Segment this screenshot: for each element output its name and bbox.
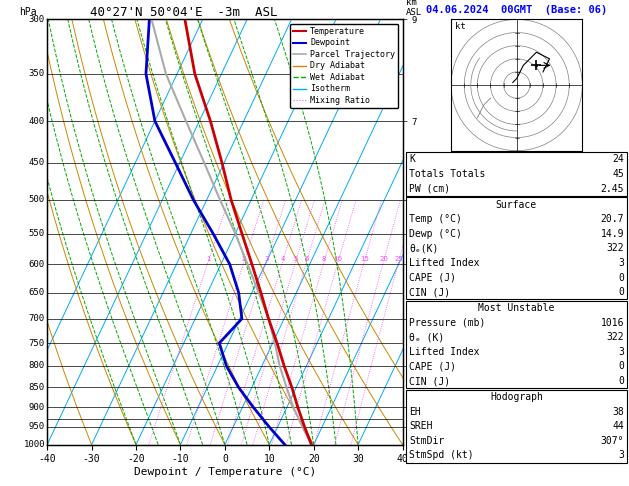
Text: 750: 750 — [29, 339, 45, 347]
Text: km
ASL: km ASL — [406, 0, 422, 17]
Text: StmDir: StmDir — [409, 436, 445, 446]
Text: Pressure (mb): Pressure (mb) — [409, 318, 486, 328]
Text: 24: 24 — [612, 155, 624, 164]
Text: 322: 322 — [606, 332, 624, 342]
Text: Surface: Surface — [496, 200, 537, 209]
Text: PW (cm): PW (cm) — [409, 184, 450, 193]
Text: 2.45: 2.45 — [601, 184, 624, 193]
Text: 400: 400 — [29, 117, 45, 125]
Text: 40°27'N 50°04'E  -3m  ASL: 40°27'N 50°04'E -3m ASL — [90, 6, 277, 19]
Text: 6: 6 — [304, 256, 309, 261]
Text: θₑ (K): θₑ (K) — [409, 332, 445, 342]
Text: 322: 322 — [606, 243, 624, 253]
Text: 15: 15 — [360, 256, 369, 261]
Legend: Temperature, Dewpoint, Parcel Trajectory, Dry Adiabat, Wet Adiabat, Isotherm, Mi: Temperature, Dewpoint, Parcel Trajectory… — [290, 24, 398, 108]
Text: CAPE (J): CAPE (J) — [409, 362, 457, 371]
Text: © weatheronline.co.uk: © weatheronline.co.uk — [460, 445, 574, 454]
Text: 500: 500 — [29, 195, 45, 205]
X-axis label: Dewpoint / Temperature (°C): Dewpoint / Temperature (°C) — [134, 467, 316, 477]
Text: 0: 0 — [618, 287, 624, 297]
Text: 3: 3 — [264, 256, 269, 261]
Text: 4: 4 — [281, 256, 285, 261]
Text: K: K — [409, 155, 415, 164]
Text: 0: 0 — [618, 362, 624, 371]
Text: Lifted Index: Lifted Index — [409, 258, 480, 268]
Text: CIN (J): CIN (J) — [409, 287, 450, 297]
Text: 300: 300 — [29, 15, 45, 24]
Text: 350: 350 — [29, 69, 45, 78]
Text: EH: EH — [409, 407, 421, 417]
Text: Hodograph: Hodograph — [490, 392, 543, 402]
Text: 3: 3 — [618, 451, 624, 460]
Text: 900: 900 — [29, 403, 45, 412]
Text: 0: 0 — [618, 376, 624, 386]
Text: CIN (J): CIN (J) — [409, 376, 450, 386]
Text: 950: 950 — [29, 422, 45, 431]
Text: 44: 44 — [612, 421, 624, 431]
Text: Most Unstable: Most Unstable — [478, 303, 555, 313]
Text: 3: 3 — [618, 258, 624, 268]
Text: 04.06.2024  00GMT  (Base: 06): 04.06.2024 00GMT (Base: 06) — [426, 4, 608, 15]
Text: Temp (°C): Temp (°C) — [409, 214, 462, 224]
Text: hPa: hPa — [19, 7, 36, 17]
Text: 8: 8 — [322, 256, 326, 261]
Text: 550: 550 — [29, 229, 45, 238]
Text: CAPE (J): CAPE (J) — [409, 273, 457, 282]
Text: 14.9: 14.9 — [601, 229, 624, 239]
Text: 1016: 1016 — [601, 318, 624, 328]
Text: 3: 3 — [618, 347, 624, 357]
Text: 2: 2 — [242, 256, 247, 261]
Text: θₑ(K): θₑ(K) — [409, 243, 439, 253]
Text: 0: 0 — [618, 273, 624, 282]
Text: 1: 1 — [206, 256, 210, 261]
Text: 20.7: 20.7 — [601, 214, 624, 224]
Text: Totals Totals: Totals Totals — [409, 169, 486, 179]
Text: 25: 25 — [394, 256, 403, 261]
Text: 5: 5 — [294, 256, 298, 261]
Text: LCL: LCL — [409, 415, 423, 424]
Text: SREH: SREH — [409, 421, 433, 431]
Text: 850: 850 — [29, 383, 45, 392]
Text: 45: 45 — [612, 169, 624, 179]
Text: 700: 700 — [29, 314, 45, 323]
Text: Lifted Index: Lifted Index — [409, 347, 480, 357]
Text: 307°: 307° — [601, 436, 624, 446]
Text: StmSpd (kt): StmSpd (kt) — [409, 451, 474, 460]
Text: 450: 450 — [29, 158, 45, 167]
Text: 650: 650 — [29, 288, 45, 297]
Text: 10: 10 — [333, 256, 343, 261]
Text: Dewp (°C): Dewp (°C) — [409, 229, 462, 239]
Text: 38: 38 — [612, 407, 624, 417]
Text: 800: 800 — [29, 362, 45, 370]
Text: 1000: 1000 — [23, 440, 45, 449]
Text: 20: 20 — [379, 256, 388, 261]
Text: kt: kt — [455, 21, 466, 31]
Text: 600: 600 — [29, 260, 45, 269]
Y-axis label: Mixing Ratio (g/kg): Mixing Ratio (g/kg) — [430, 181, 440, 283]
